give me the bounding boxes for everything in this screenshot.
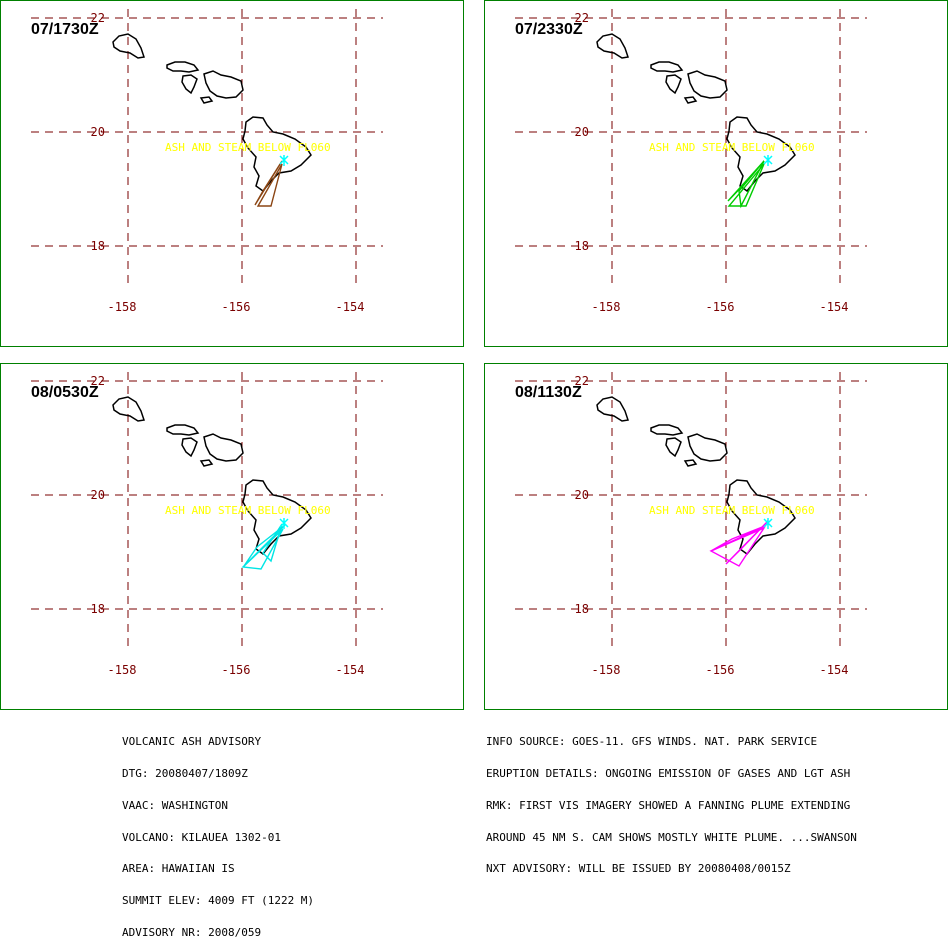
kauai-outline: [596, 396, 629, 422]
advisory-line: VAAC: WASHINGTON: [122, 798, 228, 812]
lat-label: 22: [575, 11, 589, 25]
ash-plume-polygon: [241, 528, 284, 570]
lat-label: 18: [91, 239, 105, 253]
maui-outline: [203, 433, 244, 462]
lat-label: 20: [575, 488, 589, 502]
lat-label: 18: [575, 602, 589, 616]
ash-label: ASH AND STEAM BELOW FL060: [649, 141, 815, 154]
lon-label: -154: [336, 300, 365, 314]
lon-label: -158: [592, 300, 621, 314]
panel-time: 07/1730Z: [31, 21, 99, 38]
oahu-outline: [650, 61, 684, 73]
ash-plume-polygon: [243, 524, 286, 567]
hawaii-outline: [242, 479, 312, 556]
lon-label: -154: [336, 663, 365, 677]
forecast-panel-2: 22 20 18 -158 -156 -154 ASH AND STEAM BELOW FL…: [484, 0, 948, 347]
molokai-outline: [181, 74, 198, 95]
ash-label: ASH AND STEAM BELOW FL060: [165, 504, 331, 517]
panel-time: 08/1130Z: [515, 384, 582, 401]
lon-label: -158: [592, 663, 621, 677]
oahu-outline: [166, 424, 200, 436]
maui-outline: [687, 433, 728, 462]
map-canvas: 22 20 18 -158 -156 -154 ASH AND STEAM BELOW FL…: [515, 9, 867, 314]
advisory-line: NXT ADVISORY: WILL BE ISSUED BY 20080408…: [486, 862, 791, 876]
ash-plume-polygon: [262, 523, 283, 563]
lon-label: -154: [820, 663, 849, 677]
lanai-outline: [683, 96, 698, 104]
maui-outline: [203, 70, 244, 99]
lat-label: 22: [575, 374, 589, 388]
advisory-line: ADVISORY NR: 2008/059: [122, 925, 262, 939]
ash-plume-polygon: [738, 160, 765, 209]
molokai-outline: [665, 74, 682, 95]
lon-label: -156: [706, 300, 735, 314]
lon-label: -158: [108, 300, 137, 314]
panel-time: 08/0530Z: [31, 384, 99, 401]
volcano-vent-marker: [763, 155, 773, 166]
kauai-outline: [112, 33, 145, 59]
lon-label: -154: [820, 300, 849, 314]
ash-label: ASH AND STEAM BELOW FL060: [649, 504, 815, 517]
advisory-line: VOLCANO: KILAUEA 1302-01: [122, 830, 281, 844]
map-canvas: 22 20 18 -158 -156 -154 ASH AND STEAM BELOW FL…: [515, 372, 867, 677]
lanai-outline: [199, 96, 214, 104]
advisory-line: RMK: FIRST VIS IMAGERY SHOWED A FANNING …: [486, 798, 851, 812]
lon-label: -158: [108, 663, 137, 677]
forecast-panel-4: 22 20 18 -158 -156 -154 ASH AND STEAM BELOW FL…: [484, 363, 948, 710]
ash-plume-polygon: [725, 520, 769, 565]
oahu-outline: [166, 61, 200, 73]
volcano-vent-marker: [279, 518, 289, 529]
volcano-vent-marker: [763, 518, 773, 529]
advisory-line: ERUPTION DETAILS: ONGOING EMISSION OF GA…: [486, 766, 851, 780]
lat-label: 22: [91, 11, 105, 25]
ash-plume-polygon: [256, 163, 283, 207]
oahu-outline: [650, 424, 684, 436]
map-canvas: 22 20 18 -158 -156 -154 ASH AND STEAM BELOW FL…: [31, 372, 383, 677]
lon-label: -156: [222, 663, 251, 677]
advisory-line: AREA: HAWAIIAN IS: [122, 862, 235, 876]
forecast-panel-3: 22 20 18 -158 -156 -154 ASH AND STEAM BELOW FL…: [0, 363, 464, 710]
advisory-line: DTG: 20080407/1809Z: [122, 766, 248, 780]
kauai-outline: [596, 33, 629, 59]
volcano-vent-marker: [279, 155, 289, 166]
advisory-line: VOLCANIC ASH ADVISORY: [122, 735, 262, 749]
maui-outline: [687, 70, 728, 99]
advisory-line: INFO SOURCE: GOES-11. GFS WINDS. NAT. PA…: [486, 735, 818, 749]
kauai-outline: [112, 396, 145, 422]
lat-label: 20: [91, 125, 105, 139]
lat-label: 20: [91, 488, 105, 502]
advisory-line: AROUND 45 NM S. CAM SHOWS MOSTLY WHITE P…: [486, 830, 857, 844]
ash-label: ASH AND STEAM BELOW FL060: [165, 141, 331, 154]
hawaii-outline: [726, 479, 796, 556]
lat-label: 20: [575, 125, 589, 139]
lat-label: 18: [91, 602, 105, 616]
ash-plume-polygon: [254, 160, 283, 206]
lat-label: 22: [91, 374, 105, 388]
hawaii-outline: [242, 116, 312, 193]
advisory-details: INFO SOURCE: GOES-11. GFS WINDS. NAT. PA…: [486, 716, 857, 886]
ash-plume-polygon: [710, 525, 766, 552]
lanai-outline: [683, 459, 698, 467]
lon-label: -156: [222, 300, 251, 314]
ash-plume-polygon: [727, 163, 765, 207]
hawaii-outline: [726, 116, 796, 193]
molokai-outline: [665, 437, 682, 458]
lanai-outline: [199, 459, 214, 467]
panel-time: 07/2330Z: [515, 21, 583, 38]
advisory-header: VOLCANIC ASH ADVISORY DTG: 20080407/1809…: [122, 716, 314, 949]
map-canvas: 22 20 18 -158 -156 -154 ASH AND STEAM BELOW FL…: [31, 9, 383, 314]
lon-label: -156: [706, 663, 735, 677]
forecast-panel-1: 22 20 18 -158 -156 -154 ASH AND STEAM BELOW FL…: [0, 0, 464, 347]
advisory-line: SUMMIT ELEV: 4009 FT (1222 M): [122, 894, 315, 908]
lat-label: 18: [575, 239, 589, 253]
molokai-outline: [181, 437, 198, 458]
